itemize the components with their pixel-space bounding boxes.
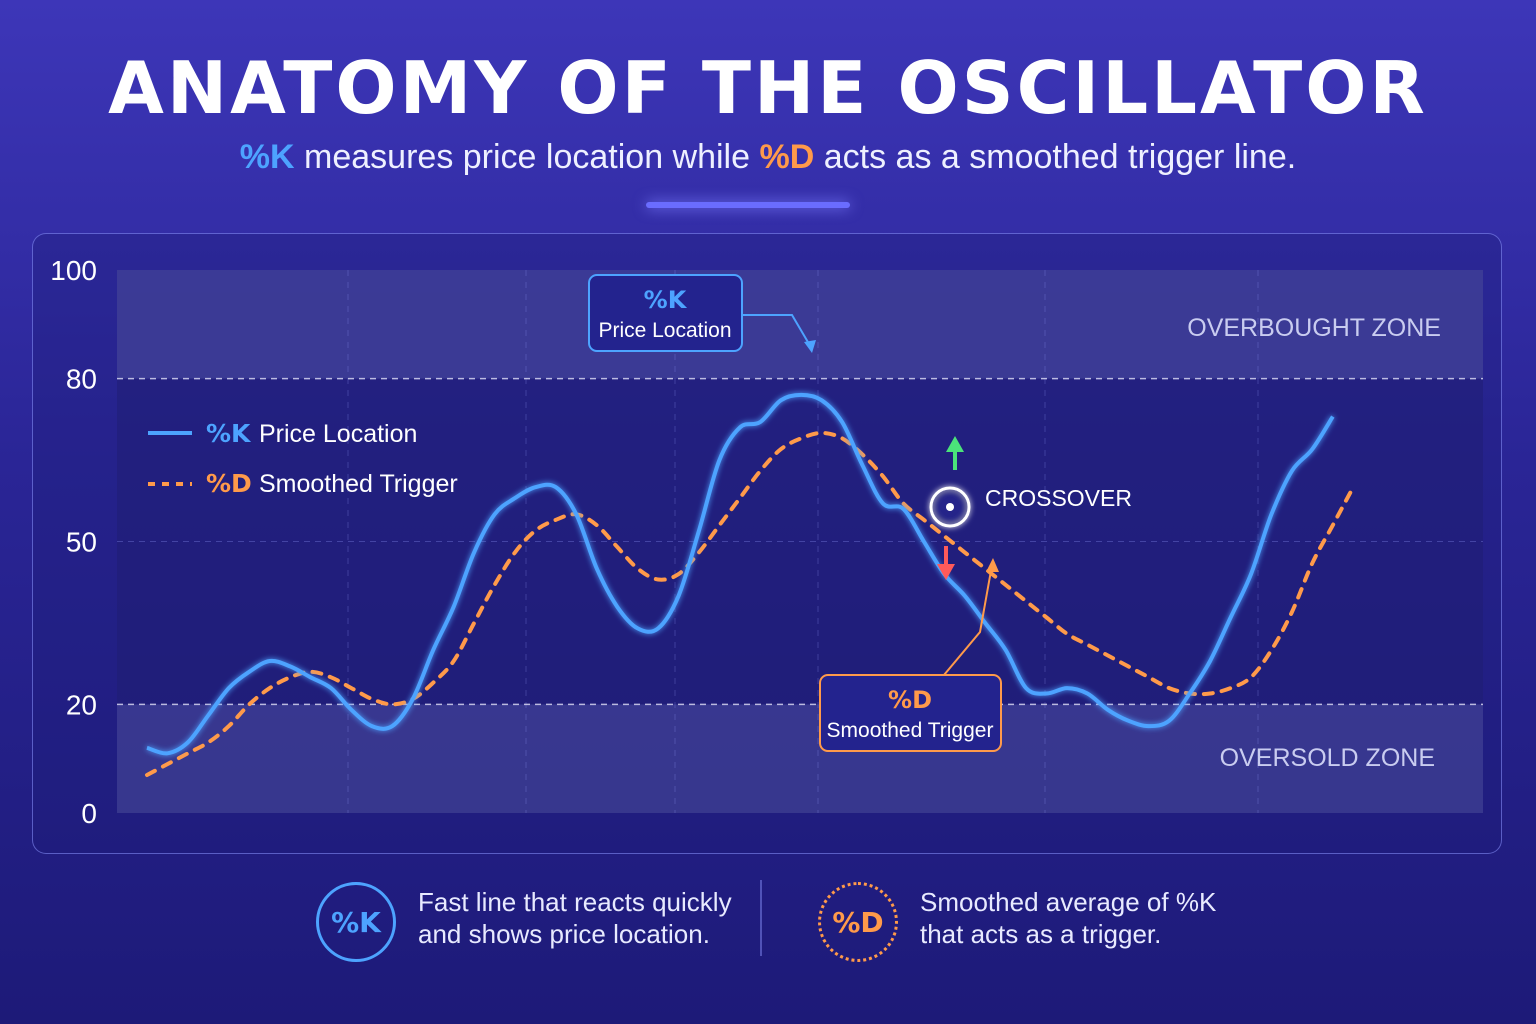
y-tick-label: 100 bbox=[50, 255, 97, 286]
d-callout-label: Smoothed Trigger bbox=[827, 719, 994, 742]
k-callout-arrowhead bbox=[804, 340, 816, 353]
chart-panel bbox=[32, 233, 1502, 854]
down-arrow-icon bbox=[937, 546, 955, 580]
crossover-label: CROSSOVER bbox=[985, 485, 1132, 511]
title-underline bbox=[646, 202, 850, 208]
subtitle-mid: measures price location while bbox=[294, 138, 760, 176]
up-arrow-icon bbox=[946, 436, 964, 470]
legend-k-key: %K bbox=[206, 419, 252, 448]
y-tick-label: 20 bbox=[66, 689, 97, 720]
subtitle-d: %D bbox=[759, 138, 815, 176]
overbought-zone-label: OVERBOUGHT ZONE bbox=[1187, 314, 1441, 342]
k-series-line bbox=[146, 392, 1335, 756]
k-badge: %K bbox=[316, 882, 396, 962]
overbought-zone bbox=[117, 270, 1483, 379]
subtitle-k: %K bbox=[239, 138, 295, 176]
k-callout-pointer bbox=[742, 314, 813, 350]
legend-d-key: %D bbox=[206, 469, 252, 498]
y-tick-label: 80 bbox=[66, 364, 97, 395]
d-callout-box bbox=[819, 674, 1002, 752]
k-callout-key: %K bbox=[644, 286, 688, 314]
k-description: Fast line that reacts quickly and shows … bbox=[418, 887, 732, 949]
d-series-line bbox=[145, 430, 1356, 777]
oversold-zone bbox=[117, 704, 1483, 813]
d-callout-arrowhead bbox=[986, 558, 999, 572]
footer-divider bbox=[760, 880, 762, 956]
crossover-dot bbox=[946, 503, 954, 511]
k-callout-label: Price Location bbox=[598, 319, 731, 342]
page-title: ANATOMY OF THE OSCILLATOR bbox=[108, 46, 1428, 130]
oversold-zone-label: OVERSOLD ZONE bbox=[1220, 744, 1435, 772]
d-callout-pointer bbox=[943, 564, 993, 676]
y-tick-label: 50 bbox=[66, 527, 97, 558]
plot-area bbox=[117, 270, 1483, 813]
page-subtitle: %K measures price location while %D acts… bbox=[0, 138, 1536, 177]
legend-k-label: Price Location bbox=[259, 420, 417, 448]
subtitle-end: acts as a smoothed trigger line. bbox=[814, 138, 1297, 176]
legend-d-label: Smoothed Trigger bbox=[259, 470, 458, 498]
k-callout-box bbox=[588, 274, 743, 352]
d-badge: %D bbox=[818, 882, 898, 962]
d-description: Smoothed average of %K that acts as a tr… bbox=[920, 887, 1217, 949]
y-tick-label: 0 bbox=[81, 798, 97, 829]
d-callout-key: %D bbox=[888, 686, 932, 714]
